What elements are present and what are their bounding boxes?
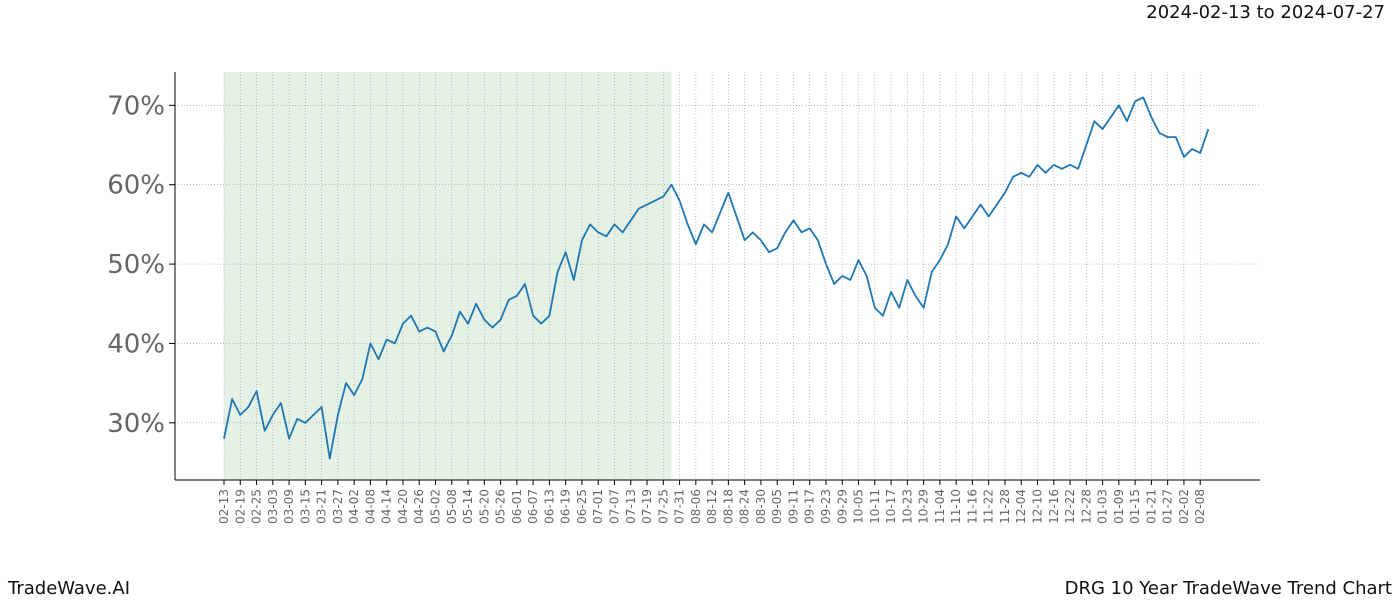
x-tick-label: 07-07 [607,489,621,524]
chart-title: DRG 10 Year TradeWave Trend Chart [1065,578,1392,599]
x-tick-label: 09-23 [819,489,833,524]
y-tick-label: 60% [107,171,165,201]
x-tick-label: 02-25 [250,489,264,524]
trend-line [223,96,1210,460]
x-tick-label: 12-10 [1031,489,1045,524]
x-tick-label: 04-26 [412,489,426,524]
x-tick-label: 07-13 [624,489,638,524]
x-tick-label: 12-04 [1014,489,1028,524]
y-tick-label: 50% [107,250,165,280]
x-tick-label: 07-25 [656,489,670,524]
x-tick-label: 09-29 [835,489,849,524]
x-tick-label: 11-22 [982,489,996,524]
x-tick-label: 05-08 [445,489,459,524]
x-tick-label: 02-19 [233,489,247,524]
x-tick-label: 12-16 [1047,489,1061,524]
y-tick-label: 70% [107,91,165,121]
x-tick-label: 12-22 [1063,489,1077,524]
x-tick-label: 05-20 [477,489,491,524]
x-tick-label: 08-30 [754,489,768,524]
x-tick-label: 06-19 [559,489,573,524]
x-tick-label: 10-29 [917,489,931,524]
x-tick-label: 06-25 [575,489,589,524]
x-tick-label: 03-03 [266,489,280,524]
x-tick-label: 02-08 [1193,489,1207,524]
x-tick-label: 08-06 [689,489,703,524]
x-tick-label: 08-12 [705,489,719,524]
x-tick-label: 03-09 [282,489,296,524]
x-tick-label: 09-11 [786,489,800,524]
date-range: 2024-02-13 to 2024-07-27 [1146,2,1385,23]
x-tick-label: 02-13 [217,489,231,524]
x-tick-label: 01-27 [1161,489,1175,524]
x-tick-label: 08-24 [738,489,752,524]
x-tick-label: 10-05 [852,489,866,524]
x-tick-label: 03-21 [315,489,329,524]
x-tick-label: 09-17 [803,489,817,524]
x-tick-label: 11-16 [965,489,979,524]
x-tick-label: 11-04 [933,489,947,524]
x-tick-label: 06-01 [510,489,524,524]
x-tick-label: 06-07 [526,489,540,524]
x-tick-label: 10-11 [868,489,882,524]
x-tick-label: 06-13 [542,489,556,524]
x-tick-label: 12-28 [1079,489,1093,524]
x-tick-label: 05-02 [429,489,443,524]
x-tick-label: 05-26 [494,489,508,524]
x-tick-label: 09-05 [770,489,784,524]
x-tick-label: 08-18 [721,489,735,524]
x-tick-label: 11-28 [998,489,1012,524]
x-tick-label: 04-08 [363,489,377,524]
x-tick-label: 10-17 [884,489,898,524]
y-tick-label: 40% [107,329,165,359]
shaded-period [224,72,672,480]
x-tick-label: 01-03 [1096,489,1110,524]
x-tick-label: 04-02 [347,489,361,524]
x-tick-label: 01-21 [1144,489,1158,524]
brand: TradeWave.AI [7,578,130,599]
x-tick-label: 04-14 [380,489,394,524]
x-tick-label: 01-15 [1128,489,1142,524]
x-tick-label: 05-14 [461,489,475,524]
x-tick-label: 03-15 [298,489,312,524]
x-tick-label: 07-31 [673,489,687,524]
x-tick-label: 10-23 [900,489,914,524]
x-tick-label: 01-09 [1112,489,1126,524]
x-tick-label: 02-02 [1177,489,1191,524]
x-tick-label: 07-19 [640,489,654,524]
x-tick-label: 11-10 [949,489,963,524]
x-tick-label: 04-20 [396,489,410,524]
y-tick-label: 30% [107,409,165,439]
x-tick-label: 07-01 [591,489,605,524]
x-tick-label: 03-27 [331,489,345,524]
